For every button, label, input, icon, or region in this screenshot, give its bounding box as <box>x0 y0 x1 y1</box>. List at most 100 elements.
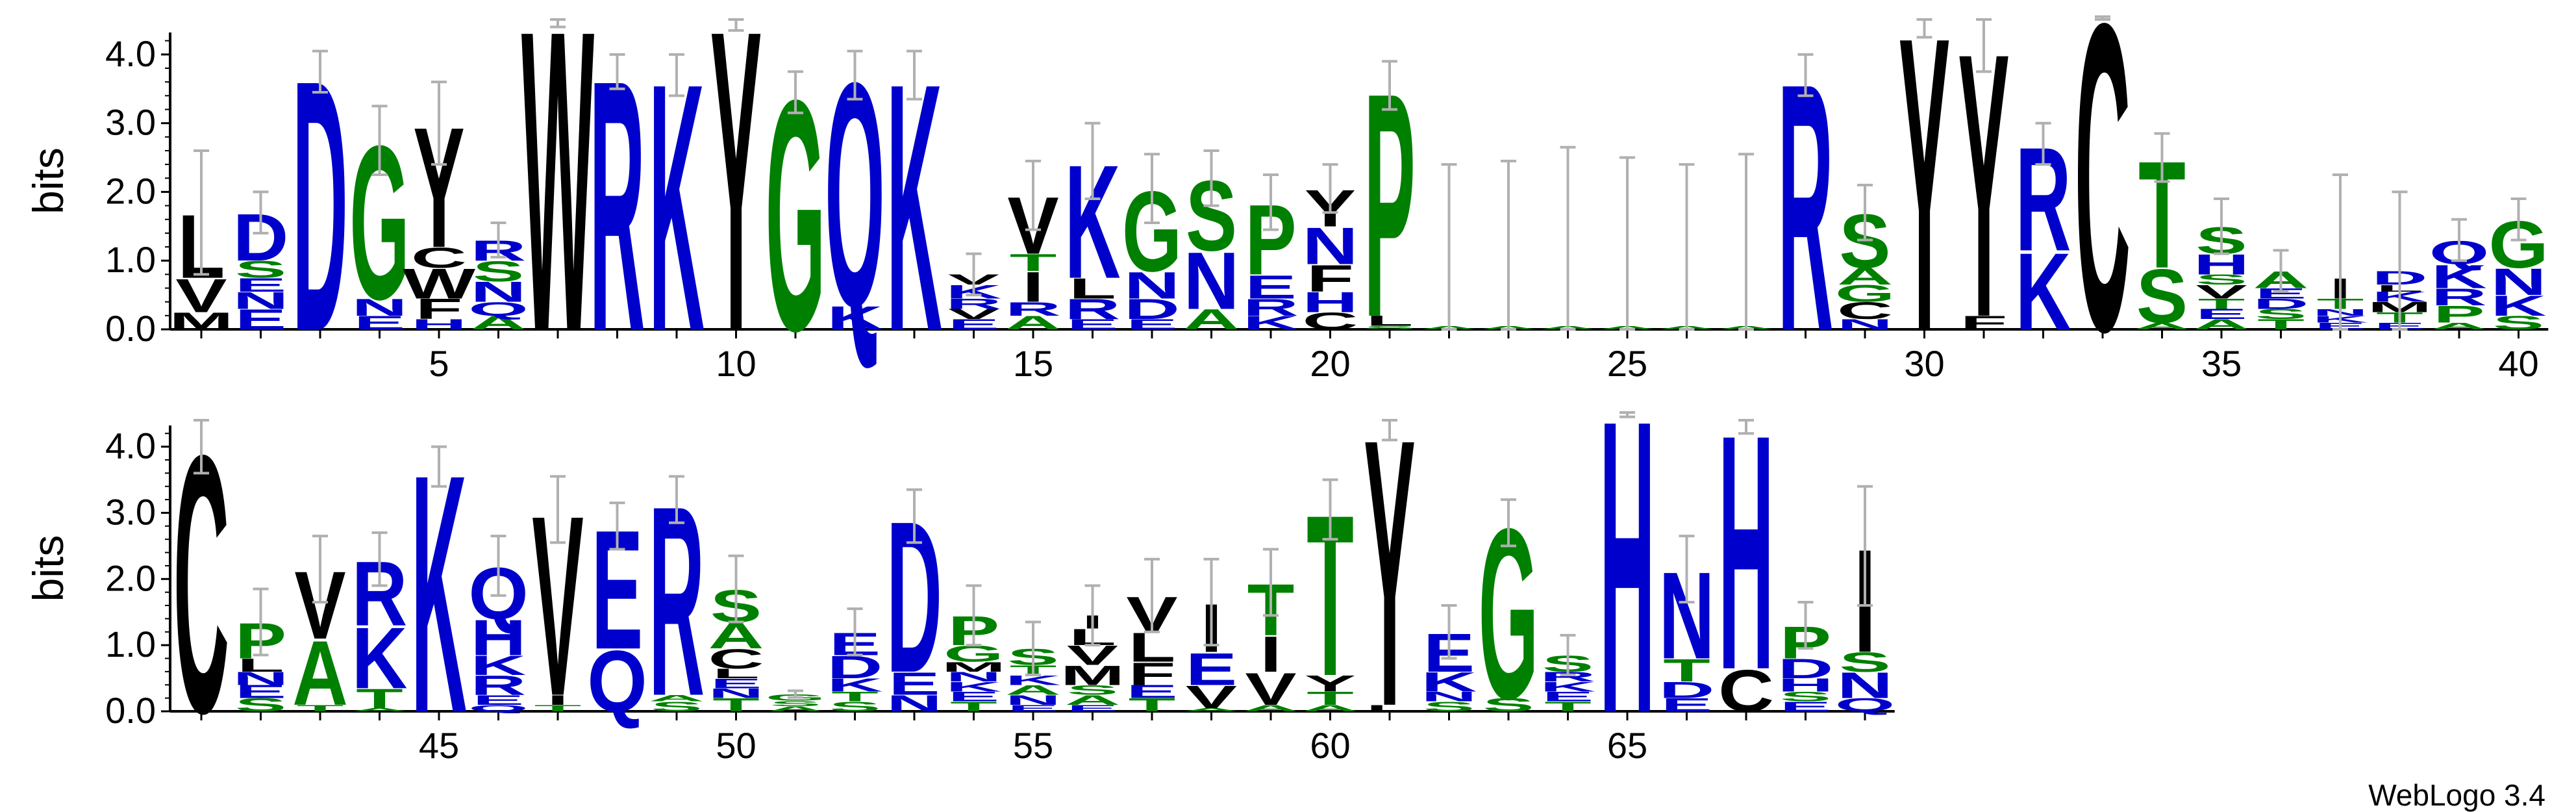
logo-letter: R <box>471 670 527 701</box>
logo-letter: L <box>1069 273 1116 305</box>
logo-letter: W <box>521 0 595 421</box>
logo-letter: I <box>1260 626 1282 683</box>
logo-letter: E <box>1126 681 1177 702</box>
logo-letter: A <box>471 312 527 334</box>
logo-letter: K <box>1540 679 1596 695</box>
logo-letter: W <box>403 260 475 308</box>
logo-letter: G <box>1835 280 1895 307</box>
logo-letter: D <box>2253 296 2309 312</box>
y-tick-label: 4.0 <box>105 33 156 74</box>
logo-letter: K <box>471 650 527 681</box>
x-tick-label: 40 <box>2498 343 2538 384</box>
logo-letter: F <box>1307 257 1354 299</box>
logo-letter: S <box>769 700 821 708</box>
logo-letter: S <box>829 699 881 715</box>
logo-letter: T <box>1663 653 1710 689</box>
logo-letter: A <box>1837 263 1893 290</box>
logo-letter: E <box>1126 316 1177 333</box>
logo-letter: V <box>1245 663 1296 715</box>
logo-letter: R <box>2431 284 2487 311</box>
logo-letter: E <box>1245 268 1296 305</box>
logo-letter: S <box>651 699 702 715</box>
logo-letter: A <box>2134 321 2190 331</box>
x-tick-label: 5 <box>429 343 449 384</box>
logo-letter: S <box>2195 272 2247 288</box>
logo-letter: K <box>352 609 408 706</box>
logo-letter: S <box>1780 689 1831 705</box>
y-axis-label: bits <box>24 147 72 214</box>
logo-letter: T <box>534 703 582 713</box>
logo-letter: T <box>2198 296 2245 312</box>
x-tick-label: 50 <box>716 725 756 766</box>
logo-letter: E <box>473 692 524 708</box>
y-tick-label: 2.0 <box>105 557 156 598</box>
logo-letter: N <box>471 276 527 308</box>
logo-letter: A <box>768 705 823 713</box>
logo-letter: S <box>1364 325 1415 330</box>
logo-letter: K <box>2016 230 2071 353</box>
logo-letter: A <box>1184 303 1240 335</box>
logo-letter: Y <box>710 0 762 421</box>
logo-letter: P <box>2433 301 2484 327</box>
logo-letter: K <box>827 675 883 695</box>
logo-letter: S <box>2493 312 2544 334</box>
logo-letter: E <box>1067 703 1118 713</box>
logo-letter: N <box>1005 692 1061 708</box>
x-tick-label: 30 <box>1904 343 1944 384</box>
logo-letter: R <box>1243 294 1299 320</box>
logo-letter: E <box>1661 695 1712 715</box>
logo-letter: A <box>2194 316 2249 333</box>
logo-letter: I <box>547 692 569 708</box>
logo-letter: S <box>235 256 286 283</box>
logo-letter: N <box>946 669 1002 685</box>
logo-letter: Q <box>468 703 528 713</box>
logo-letter: C <box>708 643 764 674</box>
logo-letter: V <box>948 307 999 323</box>
logo-letter: E <box>1186 644 1237 695</box>
y-tick-label: 3.0 <box>105 491 156 532</box>
logo-letter: S <box>1423 699 1475 715</box>
x-tick-label: 25 <box>1607 343 1647 384</box>
logo-letter: K <box>1005 672 1061 688</box>
logo-letter: E <box>235 681 286 702</box>
y-axis-label: bits <box>24 535 72 602</box>
logo-letter: L <box>1366 703 1414 713</box>
logo-letter: R <box>946 296 1002 312</box>
logo-letter: K <box>1421 666 1477 698</box>
logo-letter: N <box>1184 236 1240 326</box>
x-tick-label: 60 <box>1310 725 1350 766</box>
logo-letter: K <box>1243 312 1299 334</box>
logo-letter: C <box>411 242 467 273</box>
x-tick-label: 55 <box>1013 725 1053 766</box>
logo-letter: I <box>1023 264 1044 312</box>
logo-letter: M <box>169 308 234 335</box>
logo-letter: L <box>712 666 760 681</box>
logo-letter: N <box>1421 689 1477 705</box>
logo-letter: Y <box>1305 671 1356 697</box>
logo-letter: M <box>942 659 1006 675</box>
logo-letter: S <box>2255 307 2307 323</box>
logo-letter: T <box>950 699 997 715</box>
logo-letter: A <box>1005 683 1061 698</box>
logo-letter: E <box>235 275 286 296</box>
logo-letter: F <box>416 293 463 325</box>
logo-letter: M <box>1060 660 1125 691</box>
logo-letter: H <box>1778 675 1834 695</box>
logo-letter: A <box>1184 707 1240 713</box>
logo-letter: A <box>1303 703 1358 713</box>
logo-letter: E <box>948 316 999 333</box>
logo-letter: E <box>888 666 940 702</box>
logo-letter: N <box>1124 264 1180 307</box>
logo-letter: E <box>235 303 286 335</box>
logo-letter: E <box>710 676 762 691</box>
logo-letter: A <box>649 693 705 704</box>
x-tick-label: 65 <box>1607 725 1647 766</box>
logo-letter: V <box>175 269 227 322</box>
logo-letter: A <box>292 622 348 724</box>
logo-letter: K <box>827 299 883 336</box>
logo-letter: A <box>1243 703 1299 713</box>
logo-letter: H <box>411 316 467 333</box>
logo-letter: E <box>1067 316 1118 333</box>
